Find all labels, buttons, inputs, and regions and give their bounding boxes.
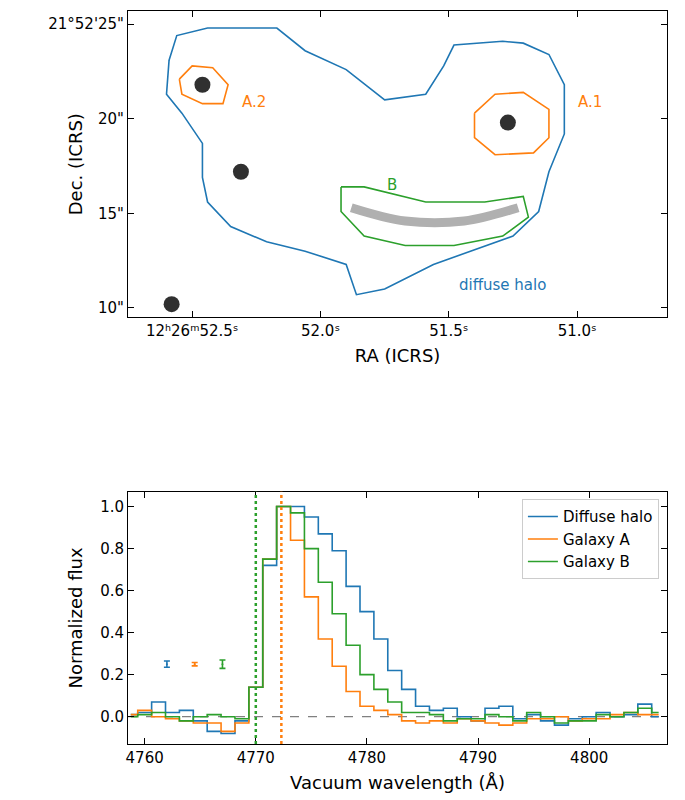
svg-text:51.5ˢ: 51.5ˢ: [429, 322, 468, 340]
svg-text:Galaxy B: Galaxy B: [563, 553, 630, 571]
svg-text:12ʰ26ᵐ52.5ˢ: 12ʰ26ᵐ52.5ˢ: [146, 322, 239, 340]
svg-text:0.4: 0.4: [100, 624, 124, 642]
svg-text:0.2: 0.2: [100, 666, 124, 684]
svg-text:52.0ˢ: 52.0ˢ: [301, 322, 340, 340]
svg-text:Galaxy A: Galaxy A: [563, 531, 631, 549]
svg-text:20": 20": [98, 110, 124, 128]
svg-text:21°52'25": 21°52'25": [48, 15, 124, 33]
svg-text:Diffuse halo: Diffuse halo: [563, 508, 652, 526]
svg-text:10": 10": [98, 299, 124, 317]
svg-text:4760: 4760: [126, 749, 164, 767]
svg-text:A.2: A.2: [242, 93, 266, 111]
svg-text:4790: 4790: [459, 749, 497, 767]
svg-text:51.0ˢ: 51.0ˢ: [558, 322, 597, 340]
svg-text:15": 15": [98, 205, 124, 223]
svg-text:diffuse halo: diffuse halo: [459, 276, 546, 294]
svg-text:0.8: 0.8: [100, 540, 124, 558]
svg-text:A.1: A.1: [578, 93, 602, 111]
svg-text:Normalized flux: Normalized flux: [65, 547, 86, 689]
svg-text:0.0: 0.0: [100, 708, 124, 726]
svg-text:4770: 4770: [237, 749, 275, 767]
svg-text:RA (ICRS): RA (ICRS): [355, 345, 441, 366]
svg-text:4800: 4800: [570, 749, 608, 767]
svg-text:1.0: 1.0: [100, 498, 124, 516]
svg-text:Dec. (ICRS): Dec. (ICRS): [65, 113, 86, 215]
svg-text:0.6: 0.6: [100, 582, 124, 600]
svg-text:4780: 4780: [348, 749, 386, 767]
svg-text:Vacuum wavelength (Å): Vacuum wavelength (Å): [290, 772, 505, 793]
svg-text:B: B: [387, 176, 397, 194]
